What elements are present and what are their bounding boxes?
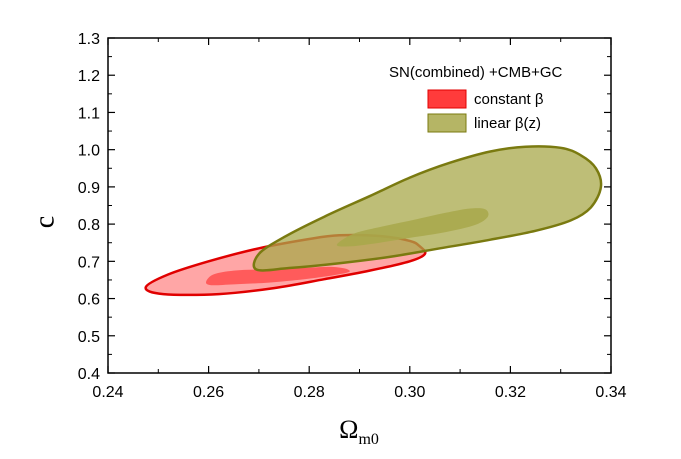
y-tick-label: 1.0 [78,143,100,160]
legend-swatch [427,113,467,133]
y-tick-label: 0.4 [78,366,100,383]
series-linear-beta-z [252,145,603,272]
legend-entry-label: constant β [474,91,544,108]
y-tick-label: 1.3 [78,31,100,48]
y-tick-label: 0.6 [78,292,100,309]
x-axis-title-main: Ω [339,415,358,444]
y-tick-label: 0.5 [78,329,100,346]
legend-entry-label: linear β(z) [474,115,541,132]
x-tick-label: 0.28 [294,384,325,401]
y-tick-label: 0.8 [78,217,100,234]
x-tick-label: 0.34 [595,384,626,401]
x-tick-label: 0.24 [92,384,123,401]
x-tick-label: 0.32 [495,384,526,401]
y-tick-label: 0.9 [78,180,100,197]
contour-inner [336,208,489,247]
legend-title: SN(combined) +CMB+GC [389,64,563,81]
contour-inner [206,266,350,286]
legend: SN(combined) +CMB+GC constant β linear β(… [389,64,563,133]
x-axis-title: Ωm0 [339,415,379,448]
y-tick-label: 1.2 [78,68,100,85]
ticks-layer: 0.24 0.26 0.28 0.30 0.32 0.34 0.4 0.5 0.6 0.7 0.8 0… [78,31,627,401]
y-tick-label: 1.1 [78,105,100,122]
x-tick-label: 0.26 [193,384,224,401]
y-axis-title: c [29,216,60,228]
contour-outer [252,145,603,272]
legend-swatch [427,89,467,109]
contours-layer [144,145,603,297]
y-tick-label: 0.7 [78,254,100,271]
x-axis-title-subscript: m0 [358,431,378,448]
x-tick-label: 0.30 [394,384,425,401]
